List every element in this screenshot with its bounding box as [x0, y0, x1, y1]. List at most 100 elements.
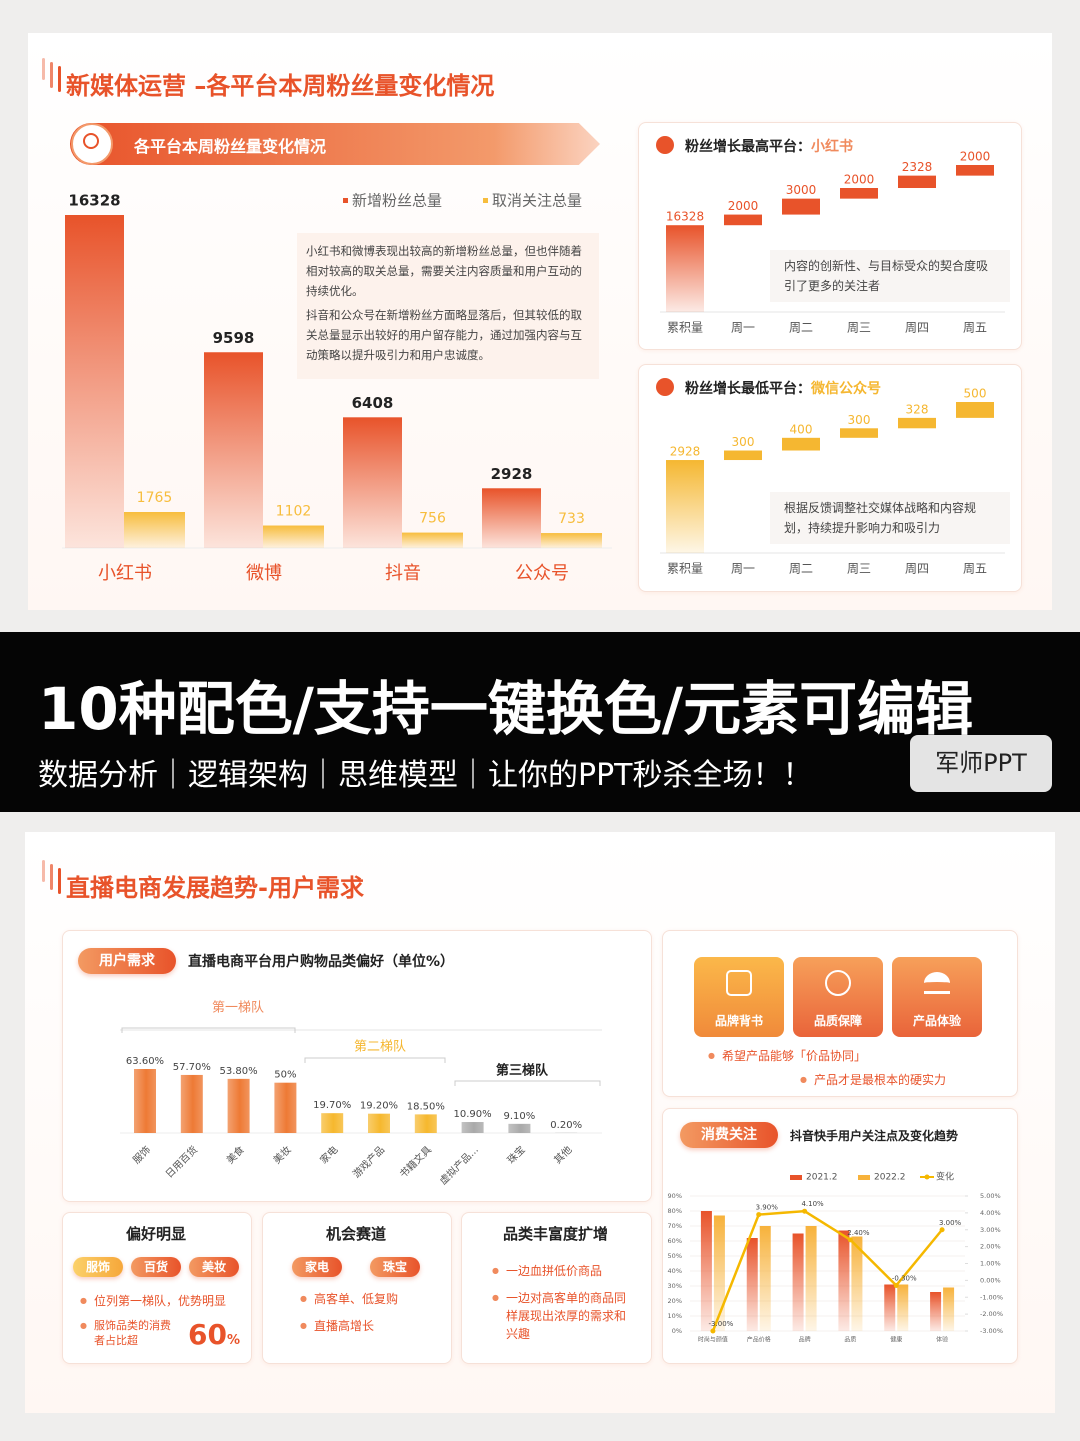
bar — [805, 1226, 817, 1331]
x-tick-label: 累积量 — [667, 562, 703, 576]
pill: 百货 — [131, 1257, 181, 1277]
x-tick-label: 美食 — [224, 1143, 247, 1166]
value-label: -3.00% — [709, 1320, 734, 1328]
value-label: 2328 — [902, 160, 933, 174]
info-card — [262, 1212, 452, 1364]
x-tick-label: 周一 — [731, 562, 755, 576]
bar — [782, 437, 820, 451]
feature-label: 品质保障 — [813, 1014, 862, 1028]
x-tick-label: 周二 — [789, 562, 813, 576]
bar — [759, 1226, 771, 1331]
y2-tick-label: 4.00% — [980, 1209, 1001, 1217]
panel — [62, 930, 652, 1202]
title-deco — [58, 66, 61, 92]
ribbon-text: 各平台本周粉丝量变化情况 — [134, 137, 327, 156]
bar — [124, 512, 185, 548]
bracket — [304, 1057, 446, 1063]
pill: 服饰 — [73, 1257, 123, 1277]
point — [893, 1282, 899, 1288]
bullet: 一边血拼低价商品 — [492, 1262, 602, 1280]
x-tick-label: 周一 — [731, 321, 755, 335]
stat-unit: % — [226, 1333, 240, 1348]
bar — [666, 460, 704, 553]
card-title: 机会赛道 — [325, 1225, 386, 1243]
y2-tick-label: 2.00% — [980, 1243, 1001, 1251]
title-deco — [42, 58, 45, 80]
bar — [943, 1287, 955, 1331]
banner-subline: 数据分析｜逻辑架构｜思维模型｜让你的PPT秒杀全场！！ — [38, 758, 813, 793]
ribbon-icon — [71, 123, 113, 165]
tag: 消费关注 — [680, 1122, 778, 1148]
bar — [956, 165, 994, 176]
bullet: 希望产品能够「价品协同」 — [708, 1047, 866, 1065]
value-label: 500 — [964, 387, 987, 401]
value-label: 9598 — [213, 329, 255, 347]
bar — [956, 402, 994, 418]
annotation: 第二梯队 — [354, 1040, 406, 1055]
bar — [746, 1238, 758, 1331]
bar — [343, 417, 402, 548]
panel-title: 粉丝增长最低平台：微信公众号 — [685, 378, 881, 398]
x-tick-label: 游戏产品 — [350, 1143, 387, 1180]
value-label: 2000 — [960, 150, 991, 164]
feature-label: 品牌背书 — [714, 1014, 763, 1028]
value-label: 4.10% — [801, 1200, 824, 1208]
value-label: 19.20% — [360, 1101, 398, 1112]
value-label: 3.00% — [939, 1219, 962, 1227]
title-deco — [42, 860, 45, 882]
panel-platform: 微信公众号 — [811, 381, 881, 397]
title-deco — [50, 864, 53, 890]
slide-title: 直播电商发展趋势-用户需求 — [66, 874, 364, 902]
value-label: 1765 — [137, 490, 173, 506]
value-label: 328 — [906, 402, 929, 416]
value-label: 18.50% — [407, 1101, 445, 1112]
panel-note: 内容的创新性、与目标受众的契合度吸引了更多的关注者 — [770, 250, 1010, 302]
bullet: 服饰品类的消费者占比超 — [80, 1318, 174, 1348]
bar — [508, 1123, 531, 1133]
value-label: 756 — [419, 511, 446, 527]
panel-label: 粉丝增长最高平台： — [685, 139, 811, 155]
legend-swatch — [858, 1175, 870, 1180]
y-tick-label: 90% — [668, 1192, 682, 1200]
bar — [840, 188, 878, 199]
bar — [782, 198, 820, 215]
point — [756, 1212, 762, 1218]
x-tick-label: 健康 — [890, 1336, 902, 1344]
bar — [180, 1074, 203, 1133]
value-label: 53.80% — [220, 1066, 258, 1077]
feature-icon — [924, 972, 950, 994]
pill: 家电 — [292, 1257, 342, 1277]
bar — [666, 225, 704, 312]
value-label: 2.40% — [847, 1229, 870, 1237]
y2-tick-label: 0.00% — [980, 1276, 1001, 1284]
y2-tick-label: 1.00% — [980, 1260, 1001, 1268]
value-label: 9.10% — [504, 1111, 536, 1122]
brand-button: 军师PPT — [910, 735, 1052, 792]
stat-value: 60 — [188, 1318, 227, 1351]
value-label: 16328 — [68, 192, 120, 210]
note: 抖音和公众号在新增粉丝方面略显落后，但其较低的取关总量显示出较好的用户留存能力，… — [306, 308, 582, 362]
pill: 美妆 — [189, 1257, 239, 1277]
bar — [134, 1069, 156, 1133]
legend-swatch — [790, 1175, 802, 1180]
banner — [0, 632, 1080, 812]
bar — [898, 417, 936, 429]
legend-swatch — [483, 198, 488, 203]
y-tick-label: 40% — [668, 1267, 682, 1275]
value-label: 16328 — [666, 210, 704, 224]
panel-icon — [656, 136, 674, 154]
x-tick-label: 周三 — [847, 562, 871, 576]
bar — [461, 1122, 484, 1133]
value-label: 2000 — [844, 173, 875, 187]
x-tick-label: 品牌 — [799, 1336, 811, 1344]
y-tick-label: 60% — [668, 1237, 682, 1245]
y2-tick-label: -1.00% — [980, 1293, 1003, 1301]
feature-icon — [726, 970, 752, 996]
y2-tick-label: 3.00% — [980, 1226, 1001, 1234]
x-tick-label: 公众号 — [515, 563, 569, 584]
bar — [321, 1113, 344, 1133]
bar — [930, 1292, 942, 1331]
bullet: 产品才是最根本的硬实力 — [800, 1071, 946, 1089]
x-tick-label: 周二 — [789, 321, 813, 335]
